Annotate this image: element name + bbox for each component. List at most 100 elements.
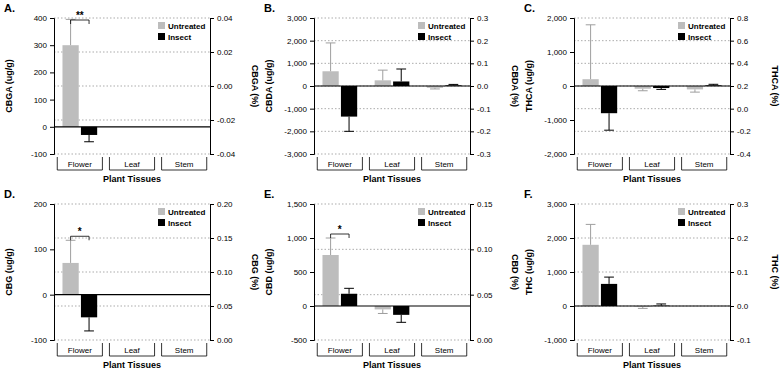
tick-label: 0.4: [737, 59, 749, 68]
tick: 0: [303, 82, 314, 91]
tick: Flower: [588, 342, 612, 355]
tick: 0.3: [730, 200, 749, 209]
tick-label: 2,000: [547, 14, 568, 23]
plot: -3,000-2,000-1,00001,0002,0003,000-0.3-0…: [264, 14, 520, 184]
error-bar: [604, 113, 614, 130]
tick: 2,000: [547, 14, 574, 23]
legend-swatch: [678, 219, 685, 226]
zero-line: [314, 85, 470, 86]
tick: -0.4: [730, 150, 751, 159]
bar: [62, 263, 78, 295]
tick: -0.1: [730, 336, 751, 345]
axis-line: [471, 205, 475, 341]
tick-mark: [50, 249, 54, 250]
y2-axis: -0.3-0.2-0.10.00.10.20.3: [470, 14, 491, 159]
tick: Leaf: [384, 342, 400, 355]
legend-label: Untreated: [428, 22, 465, 31]
tick: -2,000: [544, 150, 574, 159]
legend-item: Insect: [418, 33, 451, 42]
tick: 100: [34, 245, 54, 254]
significance-label: *: [338, 224, 342, 235]
y-axis-title: THCA (ug/g): [524, 60, 534, 112]
legend: UntreatedInsect: [158, 208, 205, 228]
grid-line: [574, 204, 730, 205]
tick-label: 1,000: [547, 48, 568, 57]
tick-label: -0.2: [477, 127, 491, 136]
tick-mark: [310, 63, 314, 64]
category-bracket: [422, 343, 467, 356]
panel-title: A.: [4, 2, 15, 14]
legend-label: Untreated: [168, 208, 205, 217]
series: [601, 277, 669, 306]
legend: Untreated Insect: [418, 22, 465, 42]
error-bar: [709, 84, 719, 85]
error-bar: [430, 88, 440, 89]
tick-label: 2,000: [287, 37, 308, 46]
x-axis-title: Plant Tissues: [103, 174, 161, 184]
error-bar: [396, 69, 406, 81]
tick: Stem: [695, 156, 714, 169]
panel: B.-3,000-2,000-1,00001,0002,0003,000-0.3…: [264, 2, 520, 184]
series: [62, 240, 78, 294]
tick: 0.0: [730, 302, 749, 311]
tick-mark: [310, 306, 314, 307]
panel-title: C.: [524, 2, 535, 14]
tick-label: 2,000: [547, 234, 568, 243]
series: [322, 43, 443, 89]
tick: -1,000: [284, 105, 314, 114]
tick-label: Flower: [328, 346, 352, 355]
grid-line: [314, 249, 470, 250]
tick-label: -0.2: [737, 127, 751, 136]
tick: 0.15: [470, 200, 493, 209]
tick: 200: [34, 68, 54, 77]
significance-label: *: [78, 226, 82, 237]
series: [81, 127, 97, 142]
x-axis: FlowerLeafStem: [588, 156, 714, 169]
category-bracket: [57, 343, 102, 356]
tick: 0.4: [730, 59, 749, 68]
y2-axis-title: CBDA (%): [510, 65, 520, 107]
legend-swatch: [418, 22, 425, 29]
tick-mark: [310, 109, 314, 110]
error-bar: [656, 88, 666, 89]
bar: [341, 294, 357, 306]
x-axis-title: Plant Tissues: [623, 360, 681, 370]
tick-label: Leaf: [124, 160, 140, 169]
error-bar: [690, 89, 700, 92]
y2-axis-title: THC (%): [770, 255, 780, 290]
tick: 2,000: [287, 37, 314, 46]
tick-label: 0.15: [217, 234, 233, 243]
error-bar: [344, 288, 354, 293]
tick-mark: [310, 204, 314, 205]
bar: [393, 306, 409, 315]
error-bar: [344, 117, 354, 132]
legend-label: Insect: [168, 33, 191, 42]
legend-label: Insect: [428, 219, 451, 228]
plot: -1000100200300400-0.04-0.020.000.020.04F…: [4, 10, 260, 184]
tick-mark: [470, 109, 474, 110]
tick-mark: [730, 109, 734, 110]
tick-label: Leaf: [644, 346, 660, 355]
tick: -0.1: [470, 105, 491, 114]
legend: UntreatedInsect: [678, 208, 725, 228]
tick-mark: [570, 120, 574, 121]
legend-label: Insect: [428, 33, 451, 42]
grid-line: [574, 154, 730, 155]
tick: -1,000: [544, 336, 574, 345]
x-axis-title: Plant Tissues: [623, 174, 681, 184]
tick-label: -0.02: [217, 116, 236, 125]
tick: 0: [563, 82, 574, 91]
tick-label: Flower: [68, 160, 92, 169]
tick-label: Flower: [588, 160, 612, 169]
tick-mark: [470, 86, 474, 87]
tick-label: -2,000: [284, 127, 307, 136]
tick-label: 0: [43, 291, 48, 300]
category-bracket: [369, 157, 414, 170]
panel-title: B.: [264, 2, 275, 14]
tick-mark: [470, 204, 474, 205]
y-axis: -50005001,0001,500: [287, 200, 315, 345]
error-bar: [326, 43, 336, 71]
tick: 0.00: [210, 82, 233, 91]
tick: -0.04: [210, 150, 236, 159]
error-bar: [586, 25, 596, 79]
